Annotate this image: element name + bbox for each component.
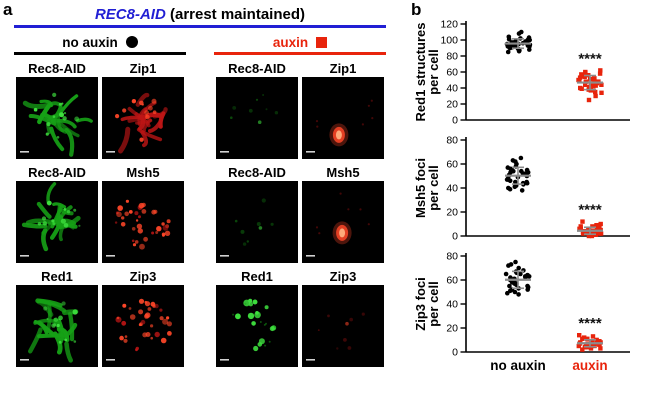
micro-image-rec8-aid-green: [216, 77, 298, 159]
panel-a-letter: a: [3, 0, 13, 19]
red-square-marker-icon: [316, 37, 328, 48]
y-tick-label: 80: [446, 135, 458, 147]
black-circle-marker-icon: [125, 36, 138, 48]
micro-image-red1-green: [16, 285, 98, 367]
y-tick-label: 80: [446, 51, 458, 63]
group-spacer: [186, 55, 214, 77]
significance-stars: ****: [578, 202, 602, 219]
significance-stars: ****: [578, 315, 602, 332]
micro-label: Zip3: [129, 269, 157, 284]
y-tick-label: 0: [452, 115, 458, 127]
y-tick-label: 40: [446, 183, 458, 195]
micro-image-zip3-red: [102, 285, 184, 367]
y-tick-label: 40: [446, 83, 458, 95]
panel-a: a REC8-AID (arrest maintained) no auxin …: [3, 0, 408, 367]
y-axis-title: Zip3 fociper cell: [414, 277, 441, 330]
panel-a-title: REC8-AID (arrest maintained): [14, 6, 386, 28]
dot-plot-msh5: 0 20 40 60 80 Msh5 fociper cell ****: [414, 135, 630, 243]
significance-stars: ****: [578, 50, 602, 67]
micro-label: Rec8-AID: [28, 61, 86, 76]
y-tick-label: 0: [452, 231, 458, 243]
group-spacer: [186, 263, 214, 285]
condition-auxin: auxin: [214, 35, 386, 55]
micro-image-zip3-red: [302, 285, 384, 367]
micro-label: Rec8-AID: [228, 165, 286, 180]
y-tick-label: 0: [452, 347, 458, 359]
y-tick-label: 20: [446, 207, 458, 219]
y-tick-label: 60: [446, 67, 458, 79]
x-axis-label-no-auxin: no auxin: [490, 358, 546, 373]
group-spacer: [186, 181, 214, 263]
y-tick-label: 20: [446, 323, 458, 335]
micro-label: Red1: [41, 269, 73, 284]
micro-label: Msh5: [126, 165, 160, 180]
micro-label: Rec8-AID: [228, 61, 286, 76]
micro-image-rec8-aid-green: [216, 181, 298, 263]
condition-header-row: no auxin auxin: [14, 35, 386, 55]
micro-label: Zip3: [329, 269, 357, 284]
micro-label: Zip1: [329, 61, 357, 76]
group-spacer: [186, 159, 214, 181]
condition-no-auxin: no auxin: [14, 35, 186, 55]
micro-image-rec8-aid-green: [16, 77, 98, 159]
title-rest: (arrest maintained): [165, 6, 306, 23]
micro-label: Rec8-AID: [28, 165, 86, 180]
y-tick-label: 80: [446, 251, 458, 263]
group-spacer: [186, 285, 214, 367]
micro-image-zip1-red: [102, 77, 184, 159]
dot-plot-zip3: 0 20 40 60 80 Zip3 fociper cell **** no auxin au…: [414, 251, 630, 373]
micro-image-msh5-red: [302, 181, 384, 263]
micro-image-zip1-red: [302, 77, 384, 159]
y-tick-label: 40: [446, 299, 458, 311]
y-tick-label: 100: [440, 35, 458, 47]
y-tick-label: 60: [446, 159, 458, 171]
condition-auxin-label: auxin: [272, 35, 309, 50]
gene-name: REC8-AID: [94, 6, 166, 23]
microscopy-grid: Rec8-AID Zip1 Rec8-AID Zip1 Rec8-AID Msh5 Rec8…: [14, 55, 408, 367]
y-tick-label: 60: [446, 275, 458, 287]
micro-image-msh5-red: [102, 181, 184, 263]
micro-label: Msh5: [326, 165, 360, 180]
micro-label: Zip1: [129, 61, 157, 76]
group-spacer: [186, 35, 214, 55]
micro-image-red1-green: [216, 285, 298, 367]
y-tick-label: 20: [446, 99, 458, 111]
x-axis-label-auxin: auxin: [572, 358, 607, 373]
group-spacer: [186, 77, 214, 159]
y-tick-label: 120: [440, 19, 458, 31]
micro-image-rec8-aid-green: [16, 181, 98, 263]
panel-b: b 0 20 40 60 80 100 120 Red1 structuresper cell…: [408, 0, 668, 404]
panel-b-letter: b: [411, 0, 422, 19]
dot-plots: 0 20 40 60 80 100 120 Red1 structuresper cell **…: [414, 16, 668, 380]
micro-label: Red1: [241, 269, 273, 284]
y-axis-title: Red1 structuresper cell: [414, 23, 441, 122]
condition-no-auxin-label: no auxin: [62, 35, 118, 50]
y-axis-title: Msh5 fociper cell: [414, 158, 441, 218]
